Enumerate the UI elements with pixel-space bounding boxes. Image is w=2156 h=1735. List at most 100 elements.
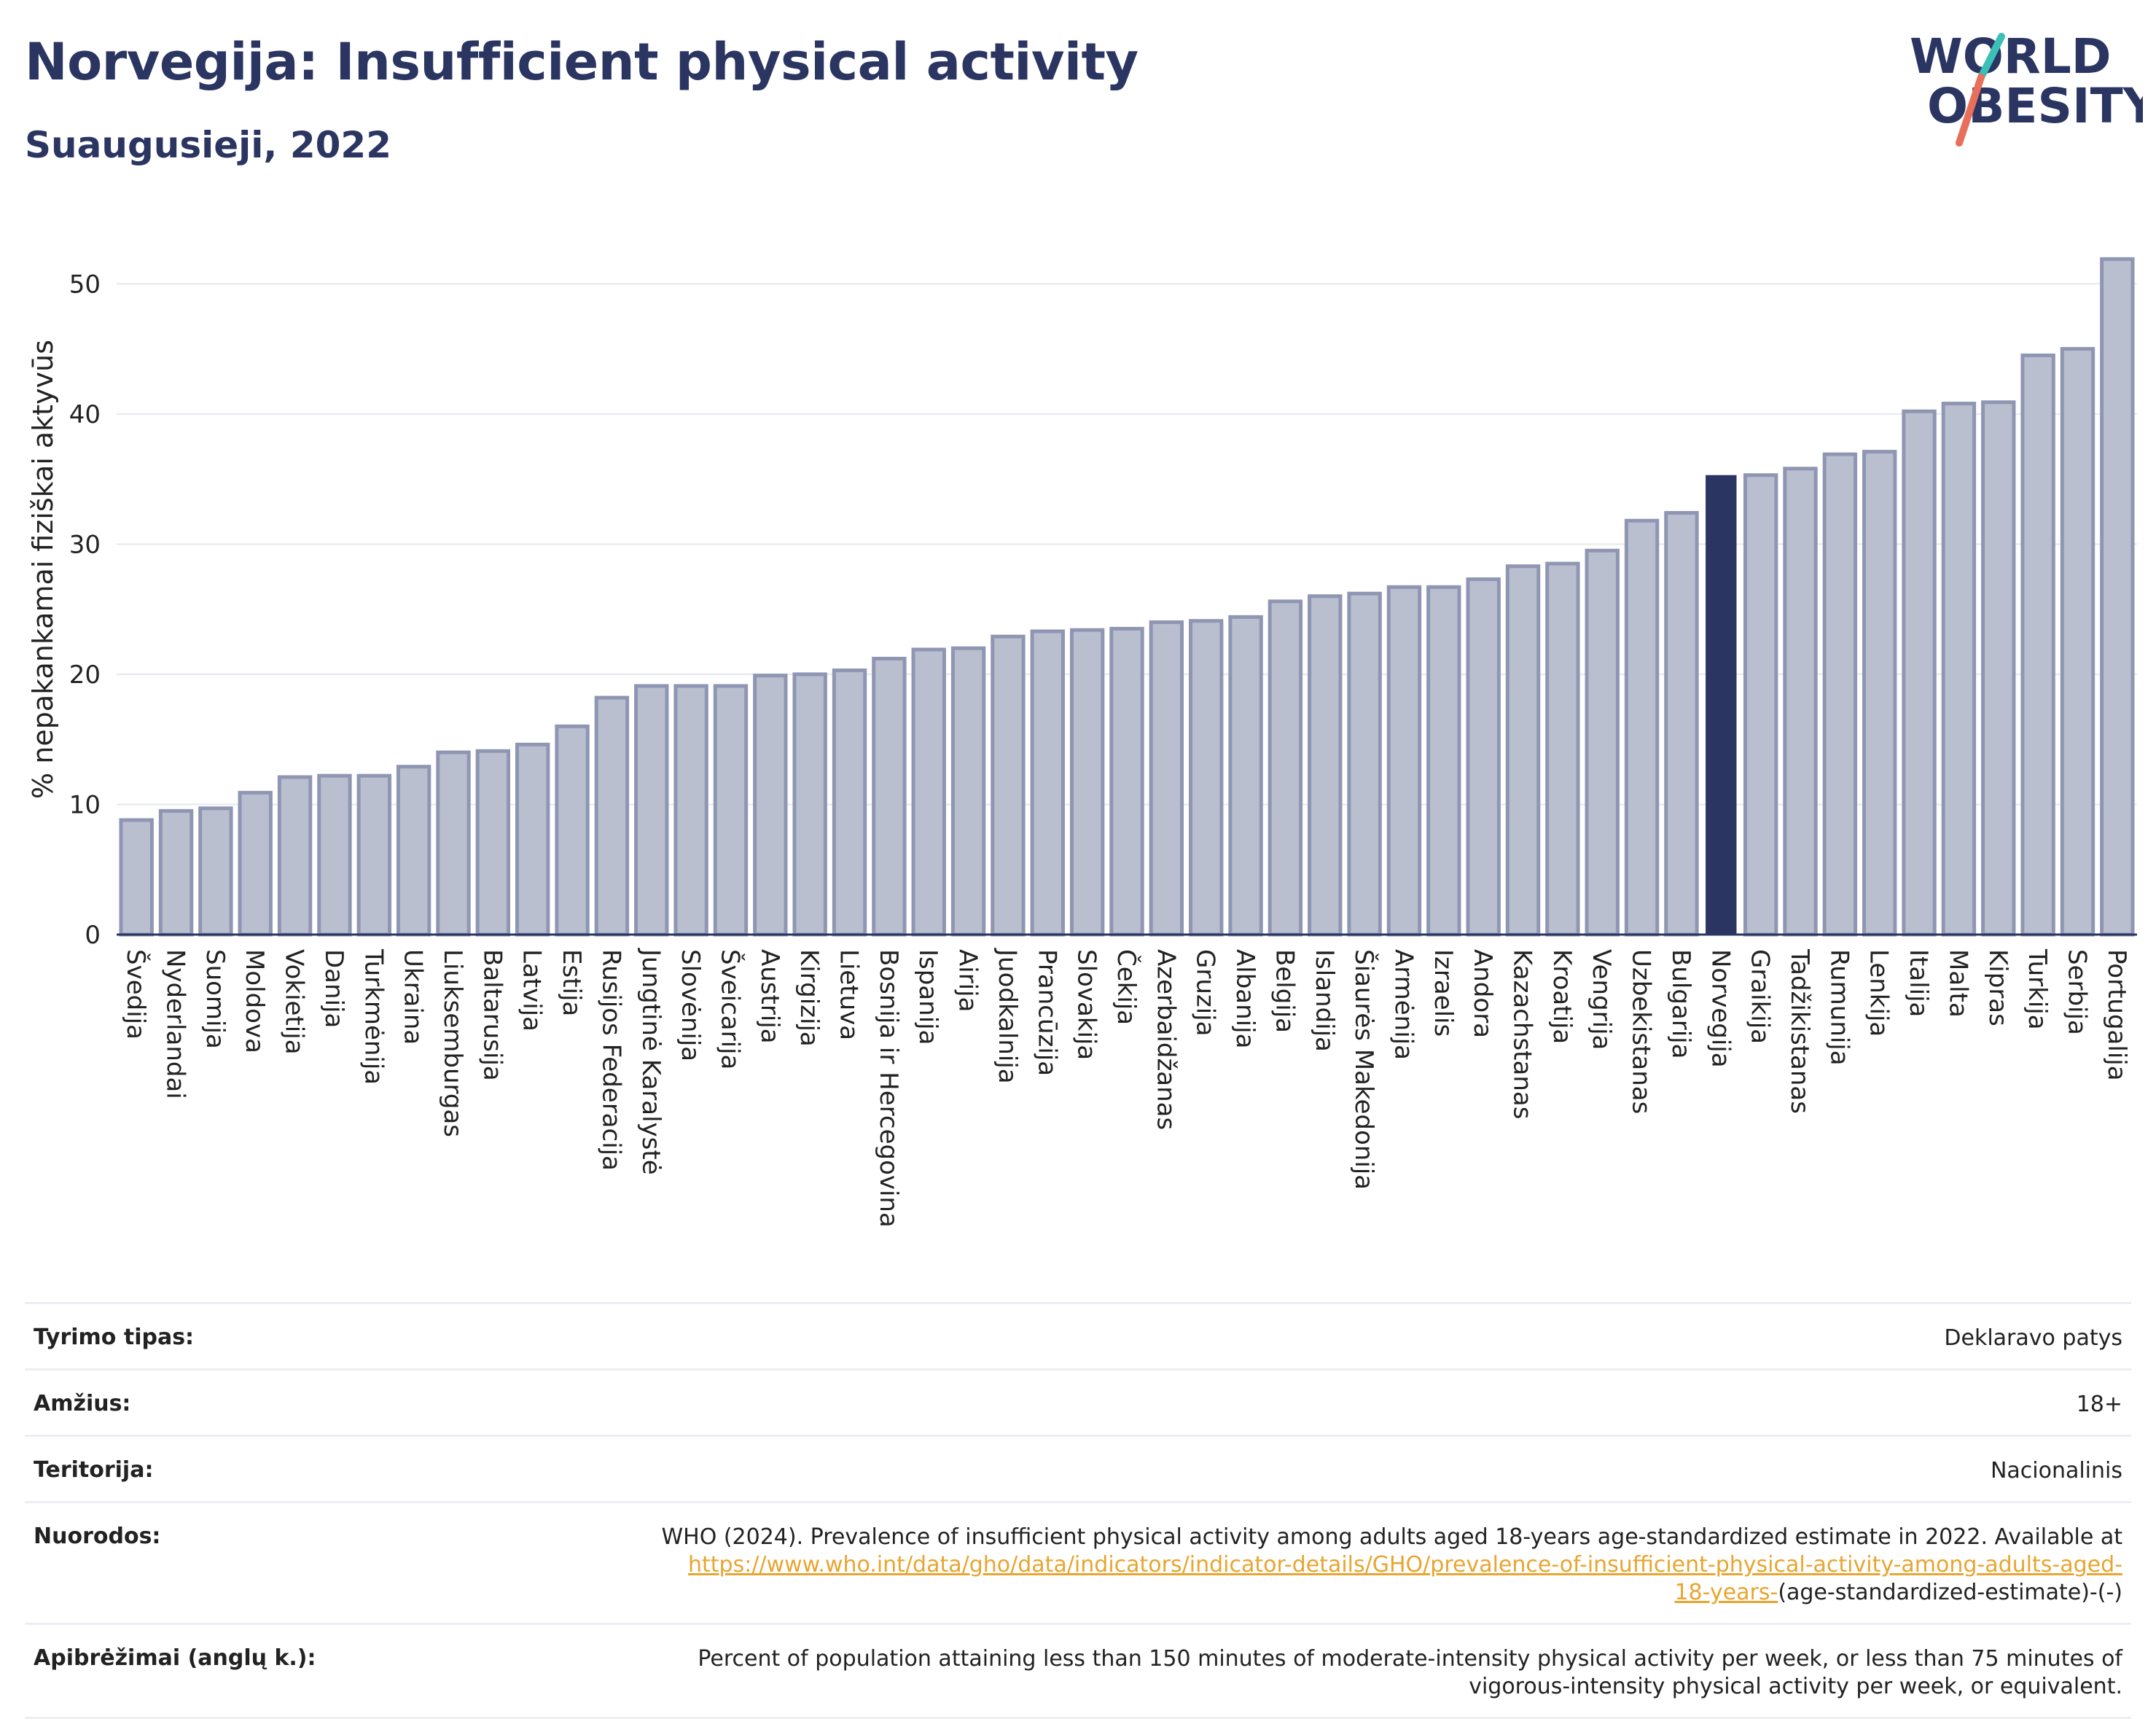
bar-jungtinė-karalystė bbox=[634, 684, 669, 937]
bar-vokietija bbox=[277, 775, 313, 937]
x-tick-label: Gruzija bbox=[1191, 949, 1220, 1036]
bar-baltarusija bbox=[475, 749, 511, 937]
x-tick-label: Andora bbox=[1468, 949, 1497, 1038]
x-tick-label: Izraelis bbox=[1429, 949, 1458, 1037]
bar-lietuva bbox=[832, 668, 867, 937]
meta-row-territory: Teritorija: Nacionalinis bbox=[25, 1435, 2131, 1501]
x-tick-label: Graikija bbox=[1746, 949, 1775, 1044]
x-tick-label: Norvegija bbox=[1706, 949, 1735, 1068]
bar-turkmėnija bbox=[356, 773, 391, 937]
page-title: Norvegija: Insufficient physical activit… bbox=[25, 32, 1138, 92]
meta-row-survey-type: Tyrimo tipas: Deklaravo patys bbox=[25, 1302, 2131, 1368]
meta-label: Apibrėžimai (anglų k.): bbox=[34, 1645, 316, 1671]
bar-armėnija bbox=[1386, 585, 1422, 937]
bar-vengrija bbox=[1585, 548, 1620, 937]
references-link[interactable]: https://www.who.int/data/gho/data/indica… bbox=[688, 1552, 2122, 1578]
meta-value: Deklaravo patys bbox=[1944, 1325, 2122, 1351]
x-tick-label: Ukraina bbox=[399, 949, 428, 1045]
bar-juodkalnija bbox=[991, 634, 1026, 937]
bar-slovakija bbox=[1069, 628, 1105, 937]
bar-kroatija bbox=[1545, 561, 1580, 937]
bar-estija bbox=[555, 724, 590, 937]
x-tick-label: Ispanija bbox=[913, 949, 942, 1045]
bar-izraelis bbox=[1426, 585, 1461, 937]
page-subtitle: Suaugusieji, 2022 bbox=[25, 124, 391, 166]
bar-danija bbox=[317, 773, 352, 937]
meta-label: Tyrimo tipas: bbox=[34, 1325, 195, 1350]
references-link-continued[interactable]: 18-years- bbox=[1674, 1580, 1778, 1605]
x-tick-label: Kroatija bbox=[1547, 949, 1577, 1044]
x-tick-label: Italija bbox=[1904, 949, 1933, 1017]
x-tick-label: Slovėnija bbox=[676, 949, 705, 1061]
logo-slash-teal bbox=[1977, 33, 2005, 81]
meta-row-references: Nuorodos: WHO (2024). Prevalence of insu… bbox=[25, 1501, 2131, 1623]
x-tick-label: Suomija bbox=[200, 949, 230, 1049]
x-tick-label: Kazachstanas bbox=[1508, 949, 1537, 1119]
bar-turkija bbox=[2020, 353, 2055, 937]
x-tick-label: Nyderlandai bbox=[161, 949, 190, 1099]
bar-belgija bbox=[1268, 599, 1303, 937]
bar-gruzija bbox=[1189, 619, 1224, 937]
x-tick-label: Malta bbox=[1943, 949, 1972, 1018]
bar-ispanija bbox=[911, 647, 946, 937]
bar-kazachstanas bbox=[1505, 564, 1541, 937]
bar-kirgizija bbox=[792, 672, 827, 937]
bar-kipras bbox=[1981, 400, 2016, 937]
x-tick-label: Islandija bbox=[1310, 949, 1339, 1052]
definitions-value: Percent of population attaining less tha… bbox=[698, 1645, 2122, 1701]
bar-malta bbox=[1941, 402, 1977, 937]
x-tick-label: Lenkija bbox=[1864, 949, 1894, 1037]
bar-bulgarija bbox=[1664, 511, 1699, 937]
x-tick-label: Portugalija bbox=[2102, 949, 2131, 1081]
bar-šveicarija bbox=[713, 684, 749, 937]
x-tick-label: Švedija bbox=[121, 949, 151, 1040]
x-tick-label: Moldova bbox=[240, 949, 269, 1053]
meta-label: Teritorija: bbox=[34, 1457, 154, 1483]
bar-chart: 0 10 20 30 40 50 % nepakankamai fiziškai aktyv… bbox=[27, 257, 2137, 1228]
x-tick-label: Slovakija bbox=[1072, 949, 1101, 1060]
logo-text-world: WORLD bbox=[1910, 28, 2112, 85]
bar-čekija bbox=[1109, 626, 1144, 937]
bar-italija bbox=[1902, 409, 1937, 937]
x-tick-label: Kipras bbox=[1983, 949, 2012, 1026]
x-tick-label: Jungtinė Karalystė bbox=[636, 948, 665, 1175]
bar-bosnija-ir-hercegovina bbox=[872, 656, 907, 937]
meta-label: Amžius: bbox=[34, 1391, 131, 1416]
x-tick-label: Vokietija bbox=[280, 949, 309, 1055]
y-tick-label: 0 bbox=[85, 921, 101, 950]
bar-rusijos-federacija bbox=[594, 695, 630, 937]
bar-ukraina bbox=[396, 765, 431, 937]
bar-portugalija bbox=[2100, 257, 2135, 937]
meta-value: 18+ bbox=[2076, 1392, 2122, 1417]
x-tick-label: Austrija bbox=[755, 949, 784, 1044]
metadata-table: Tyrimo tipas: Deklaravo patys Amžius: 18… bbox=[25, 1302, 2131, 1719]
x-tick-label: Rumunija bbox=[1824, 949, 1854, 1066]
meta-value: Nacionalinis bbox=[1990, 1458, 2122, 1483]
x-tick-label: Estija bbox=[557, 949, 586, 1016]
x-tick-label: Bulgarija bbox=[1666, 949, 1695, 1058]
y-tick-label: 10 bbox=[69, 790, 101, 819]
bar-moldova bbox=[238, 790, 273, 937]
bar-uzbekistanas bbox=[1624, 518, 1660, 937]
bar-slovėnija bbox=[673, 684, 708, 937]
bar-norvegija bbox=[1706, 475, 1737, 935]
x-tick-label: Čekija bbox=[1112, 949, 1141, 1025]
bar-rumunija bbox=[1822, 452, 1858, 937]
x-tick-label: Vengrija bbox=[1587, 949, 1616, 1050]
x-tick-label: Rusijos Federacija bbox=[596, 949, 625, 1171]
bar-azerbaidžanas bbox=[1149, 620, 1184, 937]
x-tick-label: Bosnija ir Hercegovina bbox=[874, 949, 903, 1228]
x-tick-label: Liuksemburgas bbox=[438, 949, 467, 1137]
meta-row-age: Amžius: 18+ bbox=[25, 1368, 2131, 1435]
meta-row-definitions: Apibrėžimai (anglų k.): Percent of popul… bbox=[25, 1623, 2131, 1719]
meta-label: Nuorodos: bbox=[34, 1524, 161, 1549]
x-tick-label: Uzbekistanas bbox=[1627, 949, 1656, 1114]
x-tick-label: Baltarusija bbox=[477, 949, 507, 1081]
x-tick-label: Turkmėnija bbox=[359, 948, 388, 1085]
y-tick-label: 30 bbox=[69, 530, 101, 559]
bar-airija bbox=[950, 646, 986, 937]
bar-suomija bbox=[198, 806, 233, 937]
x-tick-label: Danija bbox=[319, 949, 348, 1028]
x-tick-label: Airija bbox=[953, 949, 983, 1012]
x-tick-label: Azerbaidžanas bbox=[1151, 949, 1180, 1130]
